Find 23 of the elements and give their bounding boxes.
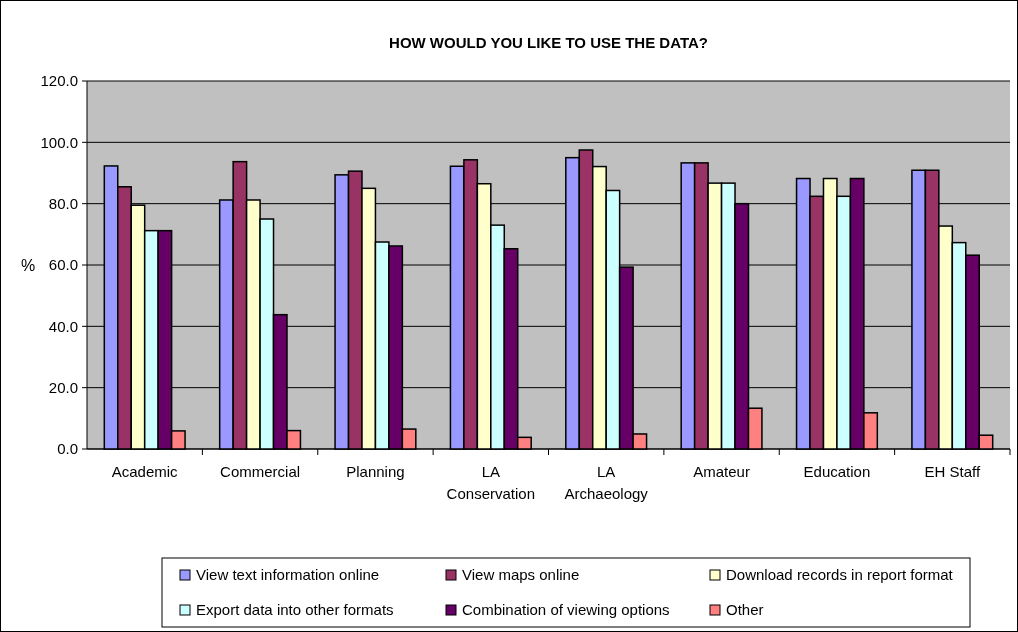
x-tick-label: LA Archaeology — [564, 463, 649, 502]
legend-label: Combination of viewing options — [462, 601, 670, 618]
x-tick-label: Planning — [346, 463, 405, 480]
legend-label: View text information online — [196, 566, 380, 583]
y-tick-label: 80.0 — [48, 194, 78, 212]
y-tick-label: 0.0 — [57, 440, 78, 458]
y-tick-label: 100.0 — [40, 133, 78, 151]
x-tick-label: EH Staff — [924, 463, 981, 480]
x-tick-label: Commercial — [220, 463, 301, 480]
y-tick-label: 20.0 — [48, 378, 78, 396]
y-tick-label: 120.0 — [40, 72, 78, 90]
x-tick-label: Amateur — [693, 463, 750, 480]
x-tick-label: Academic — [111, 463, 179, 480]
y-tick-label: 40.0 — [48, 317, 78, 335]
legend-label: Other — [726, 601, 764, 618]
x-tick-label: Education — [803, 463, 871, 480]
legend-label: View maps online — [462, 566, 580, 583]
y-axis-title: % — [20, 256, 36, 274]
x-tick-label: LA Conservation — [446, 463, 536, 502]
chart-title: HOW WOULD YOU LIKE TO USE THE DATA? — [389, 34, 708, 51]
legend-label: Download records in report format — [726, 566, 954, 583]
y-tick-label: 60.0 — [48, 256, 78, 274]
legend-label: Export data into other formats — [196, 601, 394, 618]
